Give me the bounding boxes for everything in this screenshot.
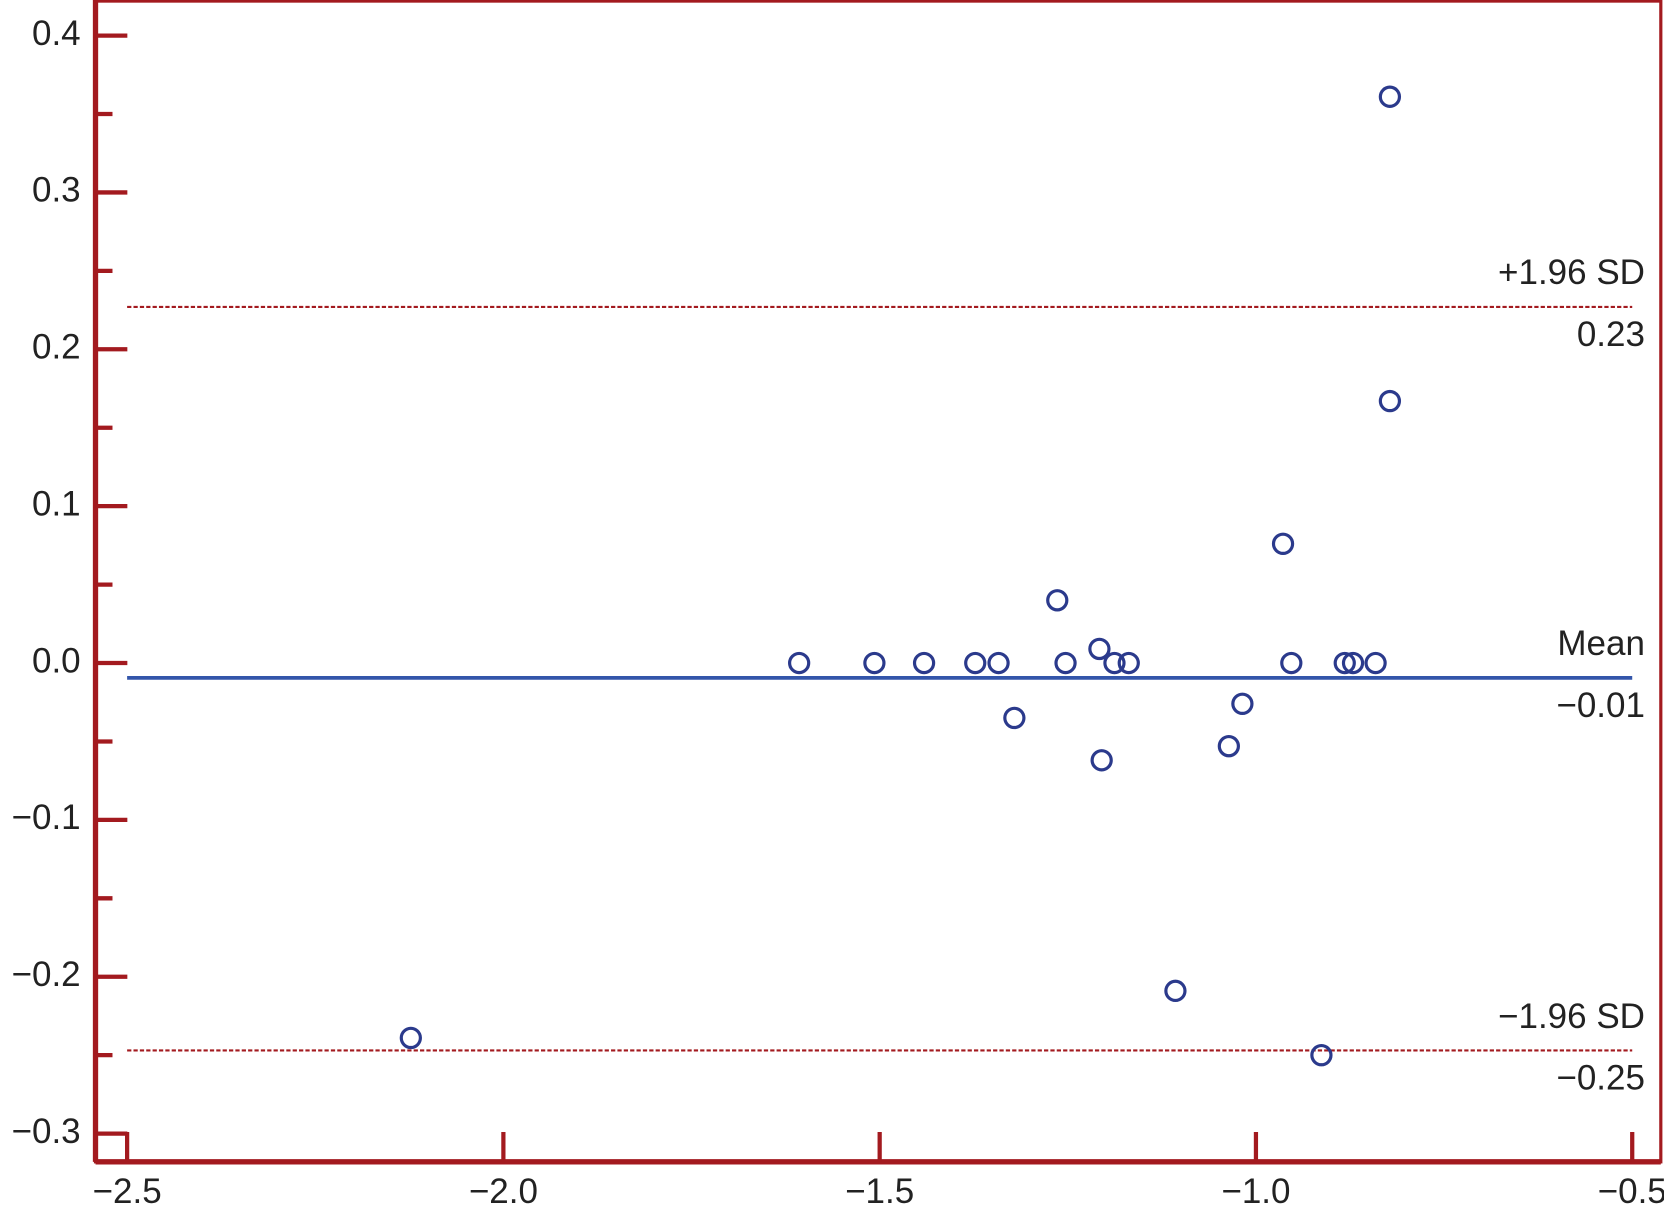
- reference-line-name: Mean: [1557, 624, 1645, 663]
- point: [1088, 637, 1111, 661]
- point: [1378, 389, 1402, 413]
- point: [788, 651, 811, 675]
- point: [987, 651, 1010, 675]
- y-tick-label: −0.2: [12, 955, 81, 994]
- x-tick-label: −0.5: [1598, 1172, 1664, 1211]
- plot-frame: [93, 0, 1663, 1164]
- x-tick-label: −2.0: [469, 1172, 538, 1211]
- point: [1003, 706, 1026, 730]
- point: [1054, 651, 1077, 675]
- reference-line-name: −1.96 SD: [1498, 997, 1645, 1036]
- point: [1364, 651, 1387, 675]
- point: [399, 1026, 422, 1050]
- point: [1090, 749, 1113, 772]
- x-tick-label: −1.5: [845, 1172, 914, 1211]
- point: [1333, 651, 1356, 675]
- point: [1046, 589, 1069, 612]
- y-tick-label: 0.1: [32, 484, 81, 523]
- y-tick-label: 0.3: [32, 171, 81, 210]
- x-tick-label: −1.0: [1221, 1172, 1290, 1211]
- y-tick-label: −0.1: [12, 798, 81, 837]
- point: [912, 651, 936, 675]
- point: [1341, 651, 1365, 675]
- reference-line-value: −0.25: [1556, 1059, 1645, 1098]
- point: [1164, 979, 1187, 1003]
- point: [1280, 651, 1303, 675]
- reference-line-value: −0.01: [1556, 686, 1645, 725]
- reference-line-name: +1.96 SD: [1498, 253, 1645, 292]
- point: [1271, 532, 1295, 555]
- point: [1231, 692, 1254, 715]
- y-tick-label: 0.2: [32, 328, 81, 367]
- x-tick-label: −2.5: [93, 1172, 162, 1211]
- point: [1310, 1043, 1333, 1067]
- point: [863, 651, 886, 675]
- point: [1103, 651, 1126, 675]
- point: [1378, 85, 1402, 108]
- point: [964, 651, 987, 675]
- y-tick-label: 0.4: [32, 14, 81, 53]
- reference-line-value: 0.23: [1577, 315, 1645, 354]
- point: [1117, 651, 1140, 675]
- y-tick-label: −0.3: [12, 1112, 81, 1151]
- point: [1217, 734, 1240, 758]
- y-tick-label: 0.0: [32, 641, 81, 680]
